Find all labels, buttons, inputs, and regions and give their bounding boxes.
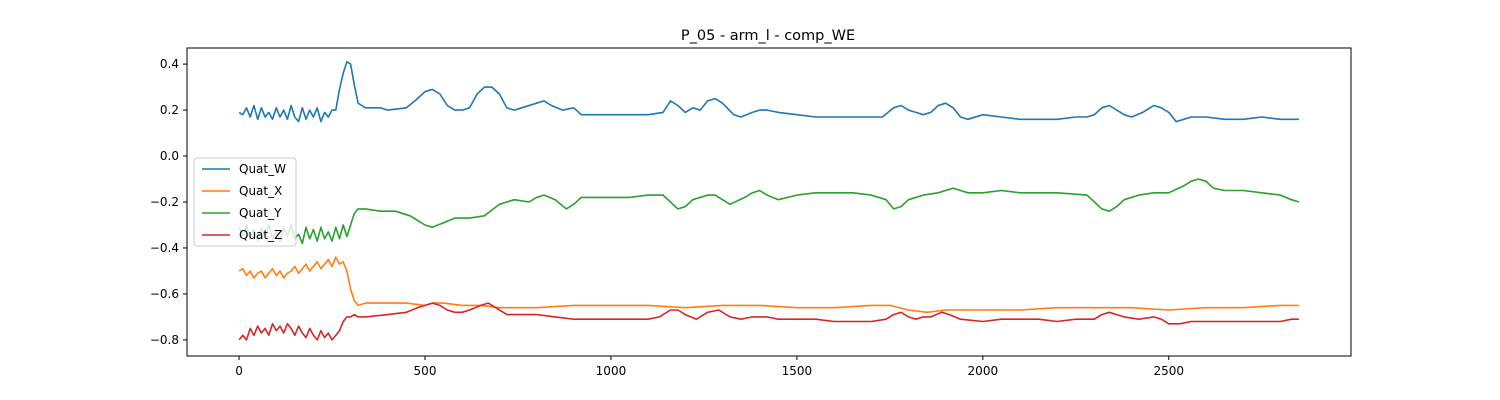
- series-line-quat-y: [238, 178, 1300, 245]
- y-tick-label: −0.6: [150, 287, 179, 301]
- x-tick-label: 500: [414, 364, 437, 378]
- x-tick-label: 1500: [782, 364, 813, 378]
- x-tick-label: 2500: [1154, 364, 1185, 378]
- y-tick-label: −0.8: [150, 333, 179, 347]
- legend-label: Quat_X: [239, 184, 282, 198]
- legend: Quat_W Quat_X Quat_Y Quat_Z: [193, 157, 297, 247]
- legend-box: [193, 157, 297, 247]
- series-layer: [238, 61, 1300, 341]
- y-tick-label: −0.2: [150, 195, 179, 209]
- legend-label: Quat_Y: [239, 206, 282, 220]
- series-line-quat-w: [238, 61, 1299, 123]
- y-tick-label: −0.4: [150, 241, 179, 255]
- series-line-quat-z: [238, 302, 1299, 341]
- y-tick-label: 0.0: [160, 149, 179, 163]
- series-line-quat-x: [238, 256, 1299, 314]
- x-tick-label: 1000: [596, 364, 627, 378]
- x-tick-label: 2000: [968, 364, 999, 378]
- legend-label: Quat_W: [239, 162, 286, 176]
- y-tick-label: 0.2: [160, 103, 179, 117]
- y-tick-label: 0.4: [160, 57, 179, 71]
- chart-title: P_05 - arm_l - comp_WE: [681, 28, 855, 44]
- x-axis: 0 500 1000 1500 2000 2500: [235, 356, 1184, 378]
- x-tick-label: 0: [235, 364, 243, 378]
- y-axis: −0.8 −0.6 −0.4 −0.2 0.0 0.2 0.4: [150, 57, 187, 347]
- legend-label: Quat_Z: [239, 228, 282, 242]
